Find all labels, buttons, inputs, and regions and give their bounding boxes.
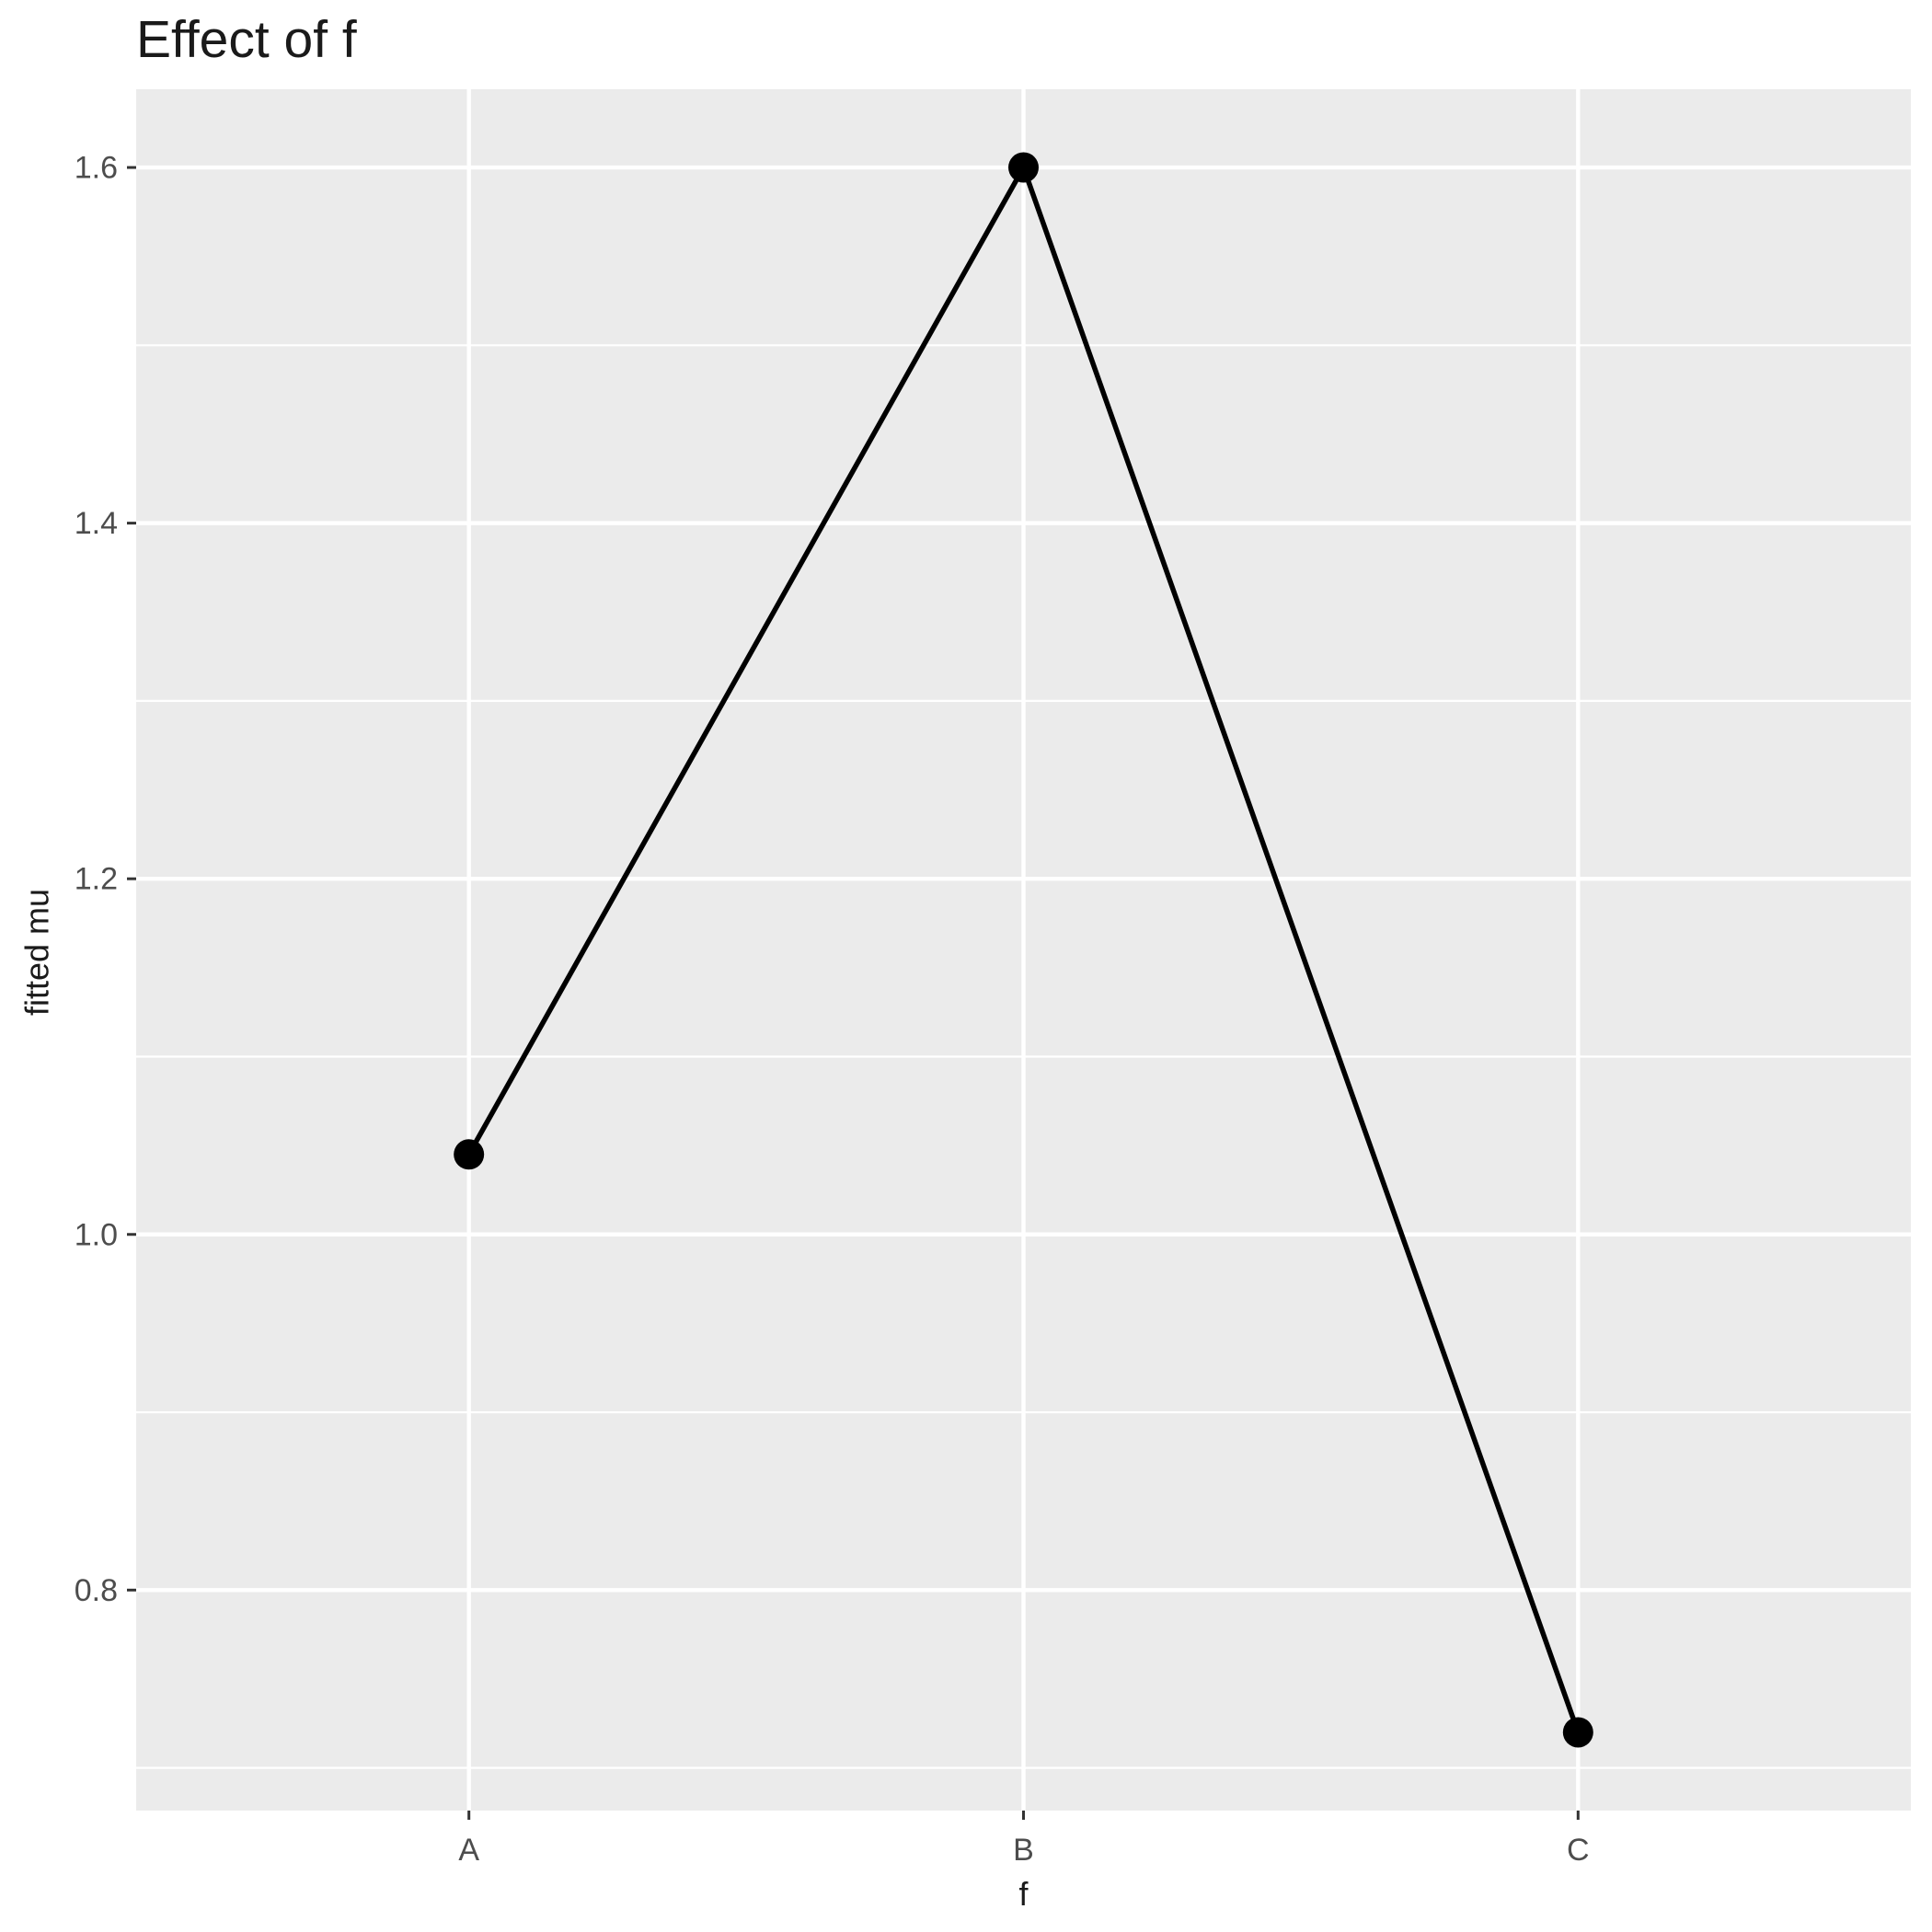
svg-text:A: A	[458, 1833, 479, 1868]
svg-text:1.0: 1.0	[75, 1217, 118, 1252]
svg-text:1.4: 1.4	[75, 506, 118, 541]
svg-text:0.8: 0.8	[75, 1573, 118, 1608]
svg-text:B: B	[1013, 1833, 1034, 1868]
svg-text:1.2: 1.2	[75, 862, 118, 897]
svg-text:C: C	[1567, 1833, 1590, 1868]
svg-text:1.6: 1.6	[75, 151, 118, 186]
